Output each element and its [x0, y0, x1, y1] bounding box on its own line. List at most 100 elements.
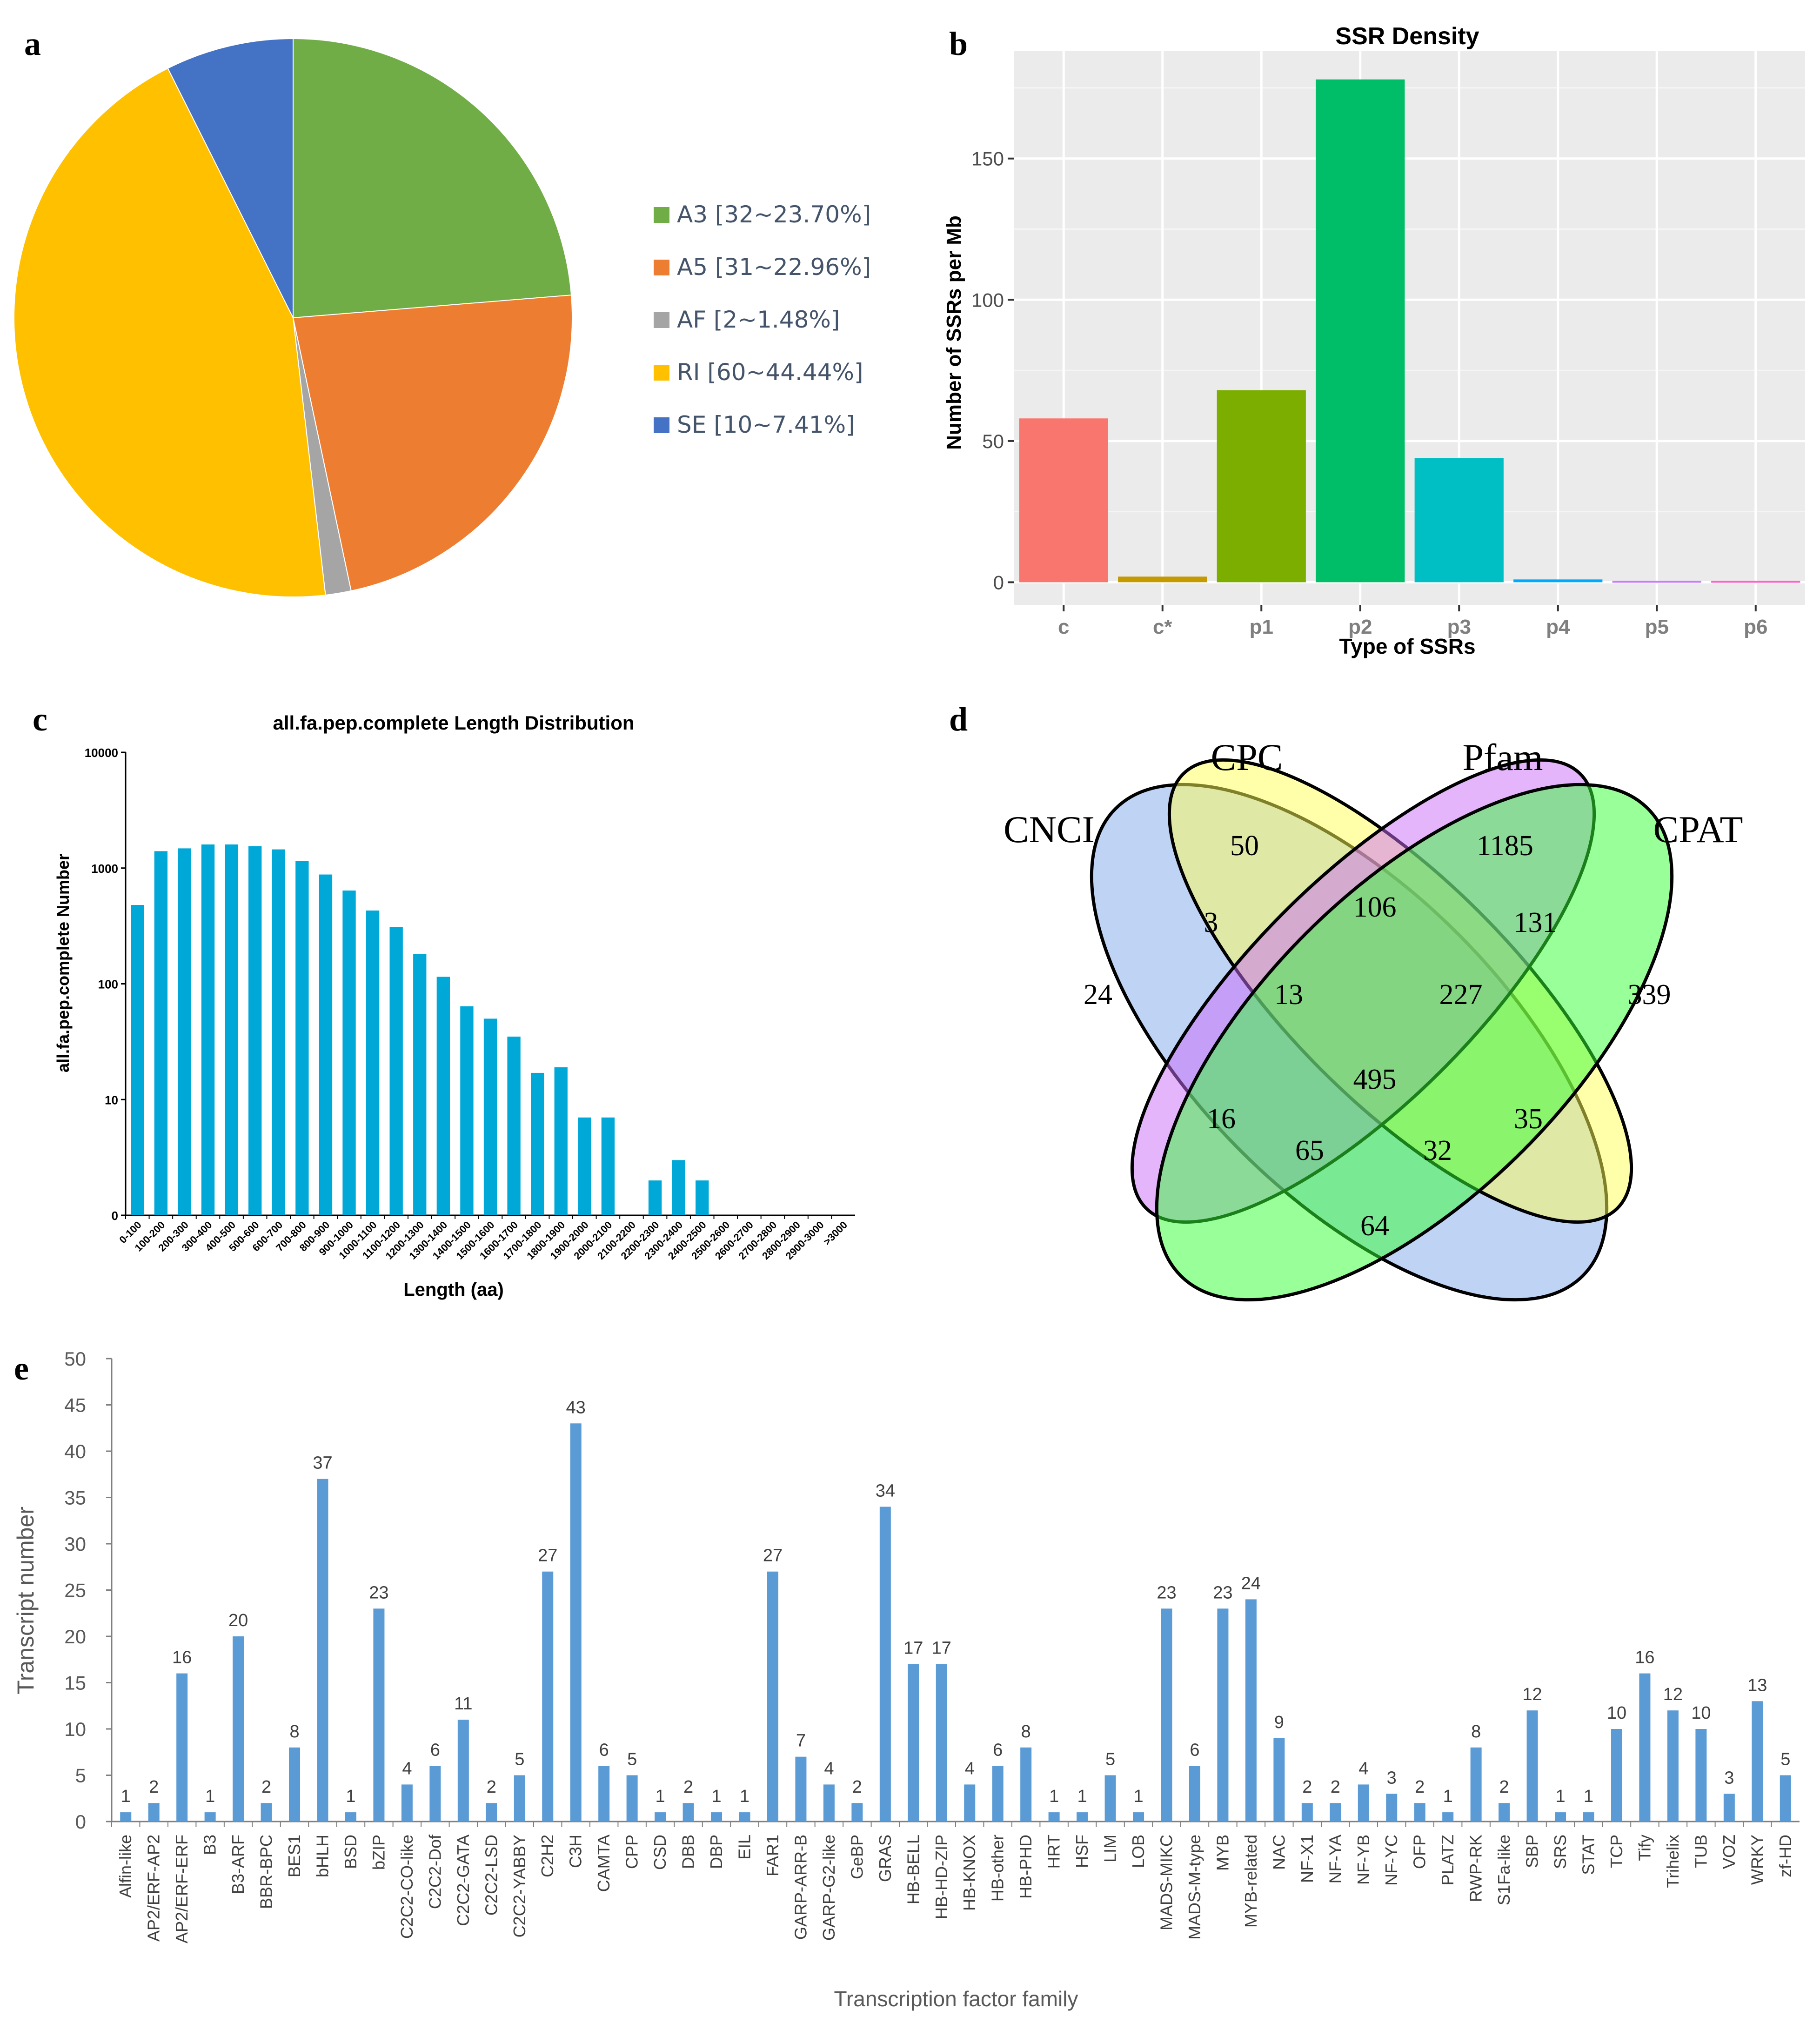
- tf-x-tick-label: CAMTA: [594, 1835, 613, 1892]
- tf-x-tick-label: HB-HD-ZIP: [932, 1835, 951, 1919]
- tf-x-tick-label: CPP: [622, 1835, 642, 1869]
- tf-x-tick-label: RWP-RK: [1466, 1835, 1485, 1902]
- ssr-bar-p4: [1513, 579, 1603, 583]
- tf-x-tick-label: FAR1: [763, 1835, 782, 1876]
- tf-bar-value-label: 17: [903, 1639, 923, 1658]
- pie-legend-swatch-se: [654, 417, 669, 433]
- tf-bar-nf-yc: [1386, 1794, 1398, 1822]
- length-bar-500-600: [248, 846, 262, 1215]
- length-bar-900-1000: [342, 890, 356, 1215]
- tf-x-tick-label: GeBP: [847, 1835, 866, 1879]
- pie-slice-ri: [13, 67, 326, 597]
- venn-region-cnci-cpat: 64: [1360, 1210, 1389, 1242]
- tf-bar-value-label: 2: [1331, 1777, 1340, 1797]
- tf-bar-value-label: 12: [1663, 1685, 1683, 1704]
- length-bar-700-800: [295, 861, 309, 1215]
- tf-bar-gebp: [851, 1803, 863, 1822]
- tf-bar-rwp-rk: [1470, 1747, 1482, 1822]
- tf-bar-value-label: 1: [1133, 1787, 1143, 1806]
- tf-bar-bhlh: [317, 1479, 328, 1822]
- length-bar-2400-2500: [696, 1180, 709, 1215]
- tf-bar-zf-hd: [1780, 1775, 1791, 1822]
- pie-legend-swatch-af: [654, 312, 669, 328]
- venn-region-pfam-cpat: 131: [1514, 907, 1557, 938]
- length-y-tick-label: 1000: [91, 862, 118, 876]
- tf-bar-value-label: 5: [1105, 1750, 1115, 1769]
- tf-bar-trihelix: [1667, 1710, 1679, 1822]
- tf-bar-garp-g2-like: [823, 1784, 835, 1822]
- length-bar-100-200: [154, 851, 168, 1215]
- tf-x-tick-label: DBB: [679, 1835, 698, 1869]
- length-bar-200-300: [178, 848, 191, 1215]
- pie-legend-swatch-a5: [654, 260, 669, 275]
- tf-bar-value-label: 5: [627, 1750, 637, 1769]
- pie-legend-swatch-a3: [654, 207, 669, 223]
- tf-bar-hb-hd-zip: [936, 1664, 947, 1822]
- ssr-x-tick-label: c*: [1153, 616, 1172, 638]
- tf-bar-value-label: 8: [1471, 1722, 1481, 1742]
- length-bar-400-500: [225, 844, 238, 1215]
- tf-y-tick-label: 40: [64, 1440, 86, 1462]
- tf-x-tick-label: B3: [201, 1835, 220, 1855]
- tf-x-tick-label: BBR-BPC: [257, 1835, 276, 1909]
- tf-bar-value-label: 8: [289, 1722, 299, 1742]
- tf-bar-hb-other: [992, 1766, 1004, 1822]
- tf-bar-c2c2-co-like: [401, 1784, 413, 1822]
- tf-x-tick-label: C2C2-YABBY: [510, 1835, 529, 1937]
- tf-bar-bsd: [345, 1812, 356, 1822]
- ssr-bar-p5: [1612, 581, 1701, 583]
- tf-bar-tcp: [1611, 1729, 1622, 1822]
- length-bar-1600-1700: [507, 1036, 521, 1215]
- length-bar-2300-2400: [672, 1160, 685, 1215]
- length-bar-1500-1600: [483, 1018, 497, 1215]
- tf-x-tick-label: AP2/ERF-AP2: [144, 1835, 163, 1942]
- tf-y-tick-label: 5: [75, 1765, 86, 1787]
- tf-bar-value-label: 23: [1157, 1583, 1176, 1602]
- pie-chart: [13, 38, 573, 597]
- tf-x-tick-label: Trihelix: [1663, 1835, 1682, 1888]
- pie-legend-label: SE [10~7.41%]: [677, 411, 855, 438]
- tf-bar-value-label: 1: [711, 1787, 721, 1806]
- tf-x-tick-label: NAC: [1269, 1835, 1288, 1870]
- tf-x-tick-label: TCP: [1607, 1835, 1626, 1868]
- tf-x-axis-label: Transcription factor family: [834, 1987, 1078, 2011]
- tf-bar-b3: [204, 1812, 216, 1822]
- ssr-bar-p1: [1217, 390, 1306, 583]
- length-y-axis-label: all.fa.pep.complete Number: [54, 854, 73, 1072]
- tf-bar-voz: [1723, 1794, 1735, 1822]
- tf-bar-value-label: 5: [1780, 1750, 1790, 1769]
- tf-y-tick-label: 15: [64, 1672, 86, 1694]
- pie-slice-a5: [292, 295, 573, 592]
- tf-x-tick-label: OFP: [1410, 1835, 1429, 1869]
- tf-x-tick-label: HB-other: [988, 1835, 1007, 1902]
- ssr-x-tick-label: p4: [1546, 616, 1570, 638]
- venn-set-label-cpat: CPAT: [1653, 808, 1743, 851]
- tf-x-tick-label: Tify: [1635, 1835, 1654, 1861]
- ssr-x-tick-label: p6: [1744, 616, 1767, 638]
- tf-x-tick-label: C2C2-Dof: [425, 1834, 444, 1909]
- tf-x-tick-label: C3H: [566, 1835, 585, 1868]
- tf-bar-value-label: 4: [1358, 1759, 1368, 1778]
- tf-bar-dbb: [682, 1803, 694, 1822]
- venn-region-cnci-cpc: 3: [1204, 907, 1218, 938]
- tf-bar-value-label: 1: [1555, 1787, 1565, 1806]
- ssr-bar-c*: [1118, 576, 1207, 583]
- venn-region-cnci-pfam: 16: [1207, 1103, 1236, 1135]
- tf-x-tick-label: TUB: [1691, 1835, 1710, 1868]
- tf-bar-value-label: 1: [1584, 1787, 1593, 1806]
- tf-x-tick-label: S1Fa-like: [1494, 1835, 1513, 1905]
- venn-region-cpc-pfam-cpat: 227: [1439, 979, 1483, 1011]
- length-bar-1300-1400: [436, 977, 450, 1215]
- tf-x-tick-label: NF-YA: [1325, 1835, 1345, 1883]
- pie-legend-label: AF [2~1.48%]: [677, 306, 840, 333]
- tf-bar-wrky: [1752, 1701, 1763, 1822]
- tf-bar-value-label: 23: [1213, 1583, 1232, 1602]
- tf-bar-hb-bell: [908, 1664, 919, 1822]
- pie-legend-label: RI [60~44.44%]: [677, 359, 863, 386]
- venn-set-label-pfam: Pfam: [1462, 736, 1543, 778]
- length-bar-1400-1500: [460, 1006, 474, 1215]
- tf-bar-lob: [1133, 1812, 1144, 1822]
- tf-x-tick-label: VOZ: [1720, 1835, 1739, 1869]
- ssr-plot-background: [1014, 51, 1805, 605]
